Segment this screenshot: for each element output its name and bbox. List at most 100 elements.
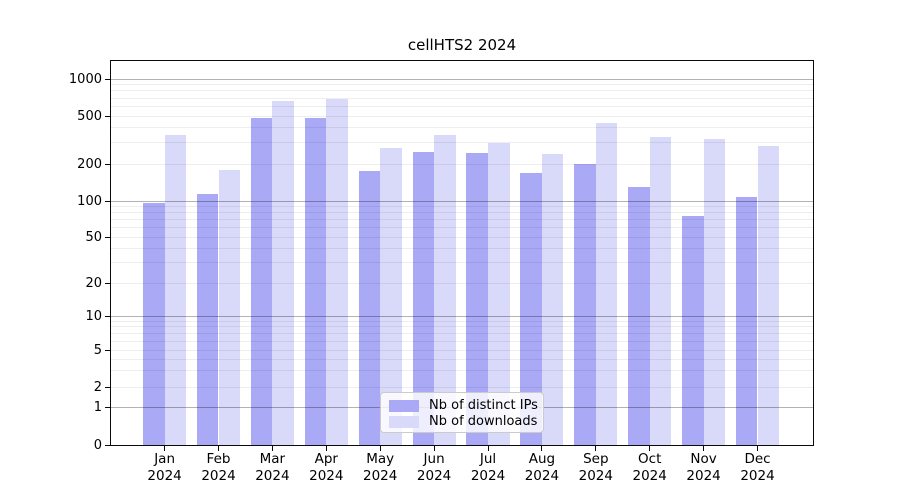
- bar-downloads-oct: [649, 136, 672, 445]
- y-tick-label-2: 2: [93, 379, 102, 395]
- y-tick-5: [105, 349, 110, 351]
- chart-title: cellHTS2 2024: [407, 36, 517, 54]
- bar-distinct-ips-apr: [304, 118, 327, 445]
- x-tick-jul: [487, 446, 489, 451]
- gridline-400: [111, 127, 813, 129]
- x-tick-feb: [218, 446, 219, 451]
- x-tick-mar: [271, 446, 273, 451]
- x-tick-year: 2024: [740, 468, 775, 484]
- y-tick-label-500: 500: [77, 108, 102, 124]
- x-tick-label-jan: Jan 2024: [137, 451, 193, 485]
- x-tick-month: Oct: [638, 451, 662, 467]
- y-tick-label-1: 1: [93, 399, 102, 415]
- x-tick-jun: [433, 446, 435, 451]
- bar-downloads-mar: [272, 100, 294, 445]
- x-tick-year: 2024: [578, 468, 613, 484]
- legend: Nb of distinct IPs Nb of downloads: [380, 392, 544, 433]
- bar-downloads-jun: [434, 134, 456, 445]
- bar-downloads-jan: [164, 135, 187, 445]
- x-tick-year: 2024: [416, 468, 452, 484]
- bar-downloads-may: [380, 148, 402, 445]
- bar-downloads-feb: [218, 169, 241, 445]
- gridline-500: [111, 115, 813, 117]
- y-tick-label-100: 100: [77, 193, 102, 209]
- x-tick-label-dec: Dec 2024: [730, 451, 786, 485]
- legend-swatch-downloads-icon: [389, 415, 419, 428]
- y-tick-1: [105, 406, 110, 408]
- bar-distinct-ips-oct: [628, 186, 650, 445]
- x-tick-year: 2024: [363, 468, 398, 484]
- x-tick-month: Jan: [154, 451, 175, 467]
- y-tick-500: [105, 115, 110, 117]
- x-tick-year: 2024: [524, 468, 560, 484]
- x-tick-label-oct: Oct 2024: [622, 451, 678, 485]
- y-tick-label-200: 200: [77, 156, 102, 172]
- y-tick-20: [105, 282, 110, 284]
- y-tick-10: [105, 315, 110, 317]
- x-tick-year: 2024: [632, 468, 667, 484]
- x-tick-month: Mar: [259, 451, 286, 467]
- x-tick-dec: [757, 446, 758, 451]
- x-tick-jan: [164, 446, 166, 451]
- x-tick-apr: [325, 446, 327, 451]
- x-tick-label-apr: Apr 2024: [298, 451, 354, 485]
- bar-distinct-ips-dec: [735, 196, 758, 445]
- x-tick-month: Dec: [744, 451, 771, 467]
- gridline-1000: [111, 78, 813, 80]
- legend-label-downloads: Nb of downloads: [429, 414, 538, 429]
- x-tick-month: Apr: [314, 451, 338, 467]
- y-tick-0: [105, 444, 110, 446]
- y-tick-label-0: 0: [93, 437, 102, 453]
- x-tick-month: Nov: [690, 451, 717, 467]
- y-tick-label-5: 5: [93, 342, 102, 358]
- y-tick-2: [105, 386, 110, 388]
- legend-swatch-distinct-ips-icon: [389, 399, 419, 412]
- y-tick-200: [105, 163, 110, 165]
- legend-label-distinct-ips: Nb of distinct IPs: [429, 398, 538, 413]
- bar-distinct-ips-feb: [196, 193, 219, 445]
- gridline-900: [111, 84, 813, 86]
- bar-distinct-ips-jul: [466, 153, 488, 445]
- x-tick-month: Sep: [583, 451, 609, 467]
- x-tick-year: 2024: [255, 468, 290, 484]
- plot-area: [110, 60, 814, 446]
- bar-downloads-aug: [541, 154, 564, 445]
- x-tick-year: 2024: [309, 468, 344, 484]
- bar-distinct-ips-may: [358, 171, 381, 445]
- y-tick-label-10: 10: [85, 308, 102, 324]
- x-tick-nov: [703, 446, 705, 451]
- bar-downloads-jul: [488, 142, 510, 445]
- x-tick-label-jun: Jun 2024: [406, 451, 462, 485]
- gridline-800: [111, 90, 813, 92]
- gridline-700: [111, 97, 813, 99]
- bar-distinct-ips-mar: [250, 118, 273, 445]
- bar-downloads-dec: [757, 146, 780, 445]
- x-tick-sep: [595, 446, 597, 451]
- x-tick-label-sep: Sep 2024: [568, 451, 624, 485]
- x-tick-label-nov: Nov 2024: [676, 451, 732, 485]
- x-tick-year: 2024: [147, 468, 182, 484]
- legend-item-distinct-ips: Nb of distinct IPs: [389, 398, 538, 413]
- y-tick-label-1000: 1000: [68, 71, 102, 87]
- x-tick-label-mar: Mar 2024: [244, 451, 300, 485]
- y-tick-1000: [105, 78, 110, 80]
- x-tick-month: May: [366, 451, 395, 467]
- bar-distinct-ips-nov: [682, 215, 704, 445]
- bar-distinct-ips-sep: [574, 164, 596, 445]
- gridline-600: [111, 105, 813, 107]
- bar-downloads-sep: [595, 123, 618, 445]
- bar-downloads-apr: [326, 98, 348, 445]
- x-tick-month: Feb: [206, 451, 231, 467]
- bar-downloads-nov: [703, 139, 726, 445]
- x-tick-oct: [649, 446, 651, 451]
- x-tick-label-jul: Jul 2024: [460, 451, 516, 485]
- bar-distinct-ips-jan: [143, 202, 165, 445]
- x-tick-label-may: May 2024: [352, 451, 408, 485]
- x-tick-may: [379, 446, 381, 451]
- y-tick-label-20: 20: [85, 275, 102, 291]
- x-tick-year: 2024: [470, 468, 506, 484]
- x-tick-label-aug: Aug 2024: [514, 451, 570, 485]
- x-tick-label-feb: Feb 2024: [191, 451, 247, 485]
- x-tick-aug: [541, 446, 543, 451]
